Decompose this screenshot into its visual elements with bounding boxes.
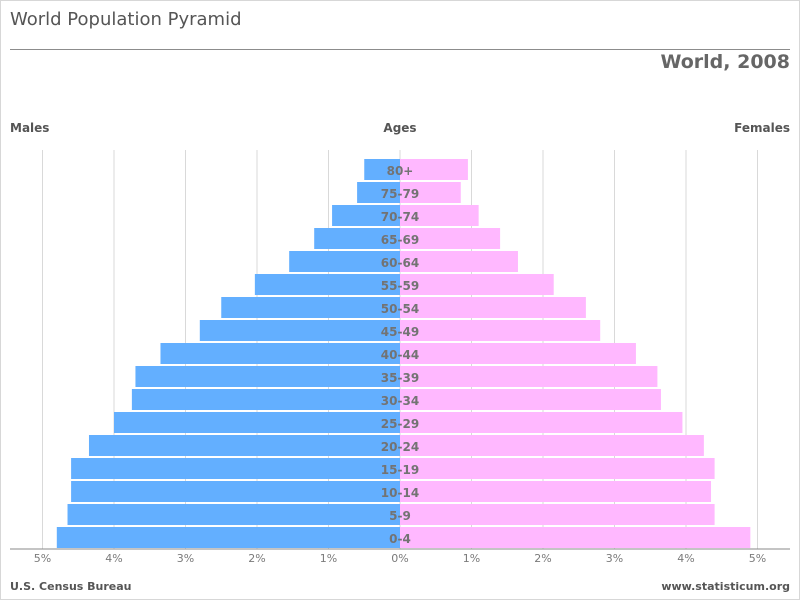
x-tick-label: 5%	[34, 552, 51, 565]
male-bar	[314, 228, 400, 249]
age-group-label: 55-59	[381, 279, 419, 293]
female-bar	[400, 504, 715, 525]
male-bar	[88, 435, 400, 456]
x-tick-label: 0%	[391, 552, 408, 565]
males-header: Males	[10, 121, 50, 135]
male-bar	[332, 205, 400, 226]
female-bar	[400, 274, 554, 295]
female-bar	[400, 366, 658, 387]
age-group-label: 50-54	[381, 302, 419, 316]
female-bar	[400, 205, 479, 226]
x-tick-label: 4%	[677, 552, 694, 565]
male-bar	[71, 481, 400, 502]
male-bar	[364, 159, 400, 180]
female-bar	[400, 251, 518, 272]
website-label: www.statisticum.org	[661, 580, 790, 593]
age-group-label: 70-74	[381, 210, 419, 224]
male-bar	[254, 274, 400, 295]
age-group-label: 65-69	[381, 233, 419, 247]
female-bar	[400, 228, 501, 249]
female-bar	[400, 320, 601, 341]
male-bar	[199, 320, 400, 341]
male-bar	[135, 366, 400, 387]
female-bar	[400, 389, 661, 410]
x-tick-label: 2%	[248, 552, 265, 565]
male-bar	[289, 251, 400, 272]
female-bar	[400, 182, 461, 203]
age-group-label: 40-44	[381, 348, 419, 362]
female-bar	[400, 481, 712, 502]
male-bar	[56, 527, 401, 548]
chart-title: World Population Pyramid	[10, 9, 242, 30]
x-tick-label: 5%	[749, 552, 766, 565]
male-bar	[160, 343, 400, 364]
age-group-label: 60-64	[381, 256, 419, 270]
age-group-label: 45-49	[381, 325, 419, 339]
age-group-label: 10-14	[381, 486, 419, 500]
age-group-label: 5-9	[389, 509, 411, 523]
age-group-label: 30-34	[381, 394, 419, 408]
male-bar	[71, 458, 400, 479]
female-bar	[400, 527, 751, 548]
male-bar	[67, 504, 401, 525]
x-tick-label: 3%	[606, 552, 623, 565]
x-tick-label: 1%	[320, 552, 337, 565]
title-divider	[10, 49, 790, 50]
male-bar	[357, 182, 400, 203]
females-header: Females	[734, 121, 790, 135]
age-group-label: 75-79	[381, 187, 419, 201]
chart-subtitle: World, 2008	[660, 51, 790, 73]
x-tick-label: 4%	[105, 552, 122, 565]
female-bar	[400, 343, 636, 364]
age-group-label: 35-39	[381, 371, 419, 385]
male-bar	[221, 297, 400, 318]
age-group-label: 25-29	[381, 417, 419, 431]
female-bar	[400, 458, 715, 479]
x-tick-label: 1%	[463, 552, 480, 565]
age-group-label: 0-4	[389, 532, 411, 546]
ages-header: Ages	[383, 121, 417, 135]
source-label: U.S. Census Bureau	[10, 580, 132, 593]
male-bar	[114, 412, 400, 433]
age-group-label: 80+	[387, 164, 414, 178]
age-group-label: 20-24	[381, 440, 419, 454]
age-group-label: 15-19	[381, 463, 419, 477]
x-tick-label: 2%	[534, 552, 551, 565]
female-bar	[400, 159, 468, 180]
female-bar	[400, 435, 704, 456]
female-bar	[400, 412, 683, 433]
x-tick-label: 3%	[177, 552, 194, 565]
female-bar	[400, 297, 586, 318]
male-bar	[131, 389, 400, 410]
